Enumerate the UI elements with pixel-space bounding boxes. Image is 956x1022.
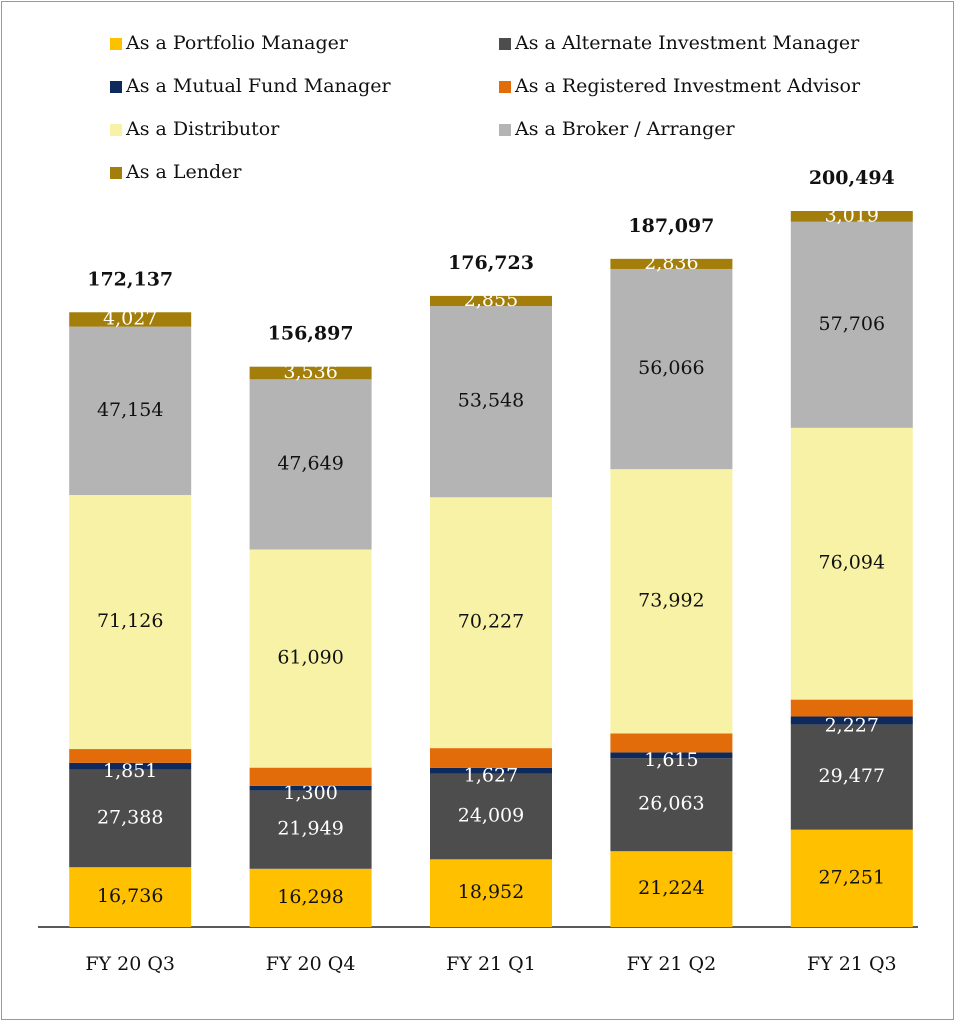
legend-label: As a Mutual Fund Manager — [125, 75, 391, 97]
legend-label: As a Portfolio Manager — [125, 32, 349, 54]
data-label: 1,615 — [644, 749, 698, 771]
data-label: 3,536 — [283, 361, 337, 383]
bar-segment — [430, 767, 552, 774]
data-label: 70,227 — [458, 611, 524, 633]
total-label: 176,723 — [448, 252, 534, 274]
data-label: 1,300 — [283, 782, 337, 804]
legend-swatch — [499, 81, 511, 93]
x-tick-label: FY 21 Q3 — [807, 953, 897, 975]
data-label: 2,855 — [464, 289, 518, 311]
bar-segment — [790, 699, 913, 717]
data-label: 1,627 — [464, 765, 518, 787]
data-label: 21,949 — [277, 818, 343, 840]
bar-segment — [610, 258, 733, 269]
x-tick-label: FY 21 Q1 — [446, 953, 536, 975]
data-label: 27,388 — [97, 806, 163, 828]
x-tick-label: FY 20 Q3 — [85, 953, 175, 975]
bar-segment — [610, 469, 733, 734]
data-label: 53,548 — [458, 390, 524, 412]
bar-segment — [430, 295, 552, 307]
bar-segment — [69, 867, 192, 927]
bar-segment — [610, 752, 733, 759]
bar-segment — [69, 312, 192, 327]
x-tick-label: FY 21 Q2 — [627, 953, 717, 975]
bar-segment — [69, 749, 192, 763]
legend-swatch — [499, 38, 511, 50]
bar-segment — [249, 767, 372, 786]
bar-segment — [610, 268, 733, 470]
bar-segment — [249, 549, 372, 768]
bar-segment — [430, 773, 552, 860]
data-label: 29,477 — [819, 765, 885, 787]
legend-label: As a Lender — [125, 161, 242, 183]
data-label: 16,298 — [277, 886, 343, 908]
bar-segment — [430, 497, 552, 749]
data-label: 61,090 — [277, 647, 343, 669]
bar-segment — [610, 851, 733, 927]
data-label: 76,094 — [819, 552, 885, 574]
bar-segment — [610, 733, 733, 753]
data-label: 4,027 — [103, 307, 157, 329]
data-label: 2,227 — [825, 714, 879, 736]
data-label: 27,251 — [819, 866, 885, 888]
bar-segment — [790, 211, 913, 222]
total-label: 200,494 — [809, 167, 895, 189]
data-label: 26,063 — [638, 793, 704, 815]
bar-segment — [69, 495, 192, 750]
legend-label: As a Registered Investment Advisor — [514, 75, 861, 97]
bar-segment — [610, 758, 733, 852]
total-label: 156,897 — [268, 323, 354, 345]
bar-segment — [249, 868, 372, 927]
bar-segment — [69, 762, 192, 770]
data-label: 2,836 — [644, 252, 698, 274]
total-label: 187,097 — [628, 215, 714, 237]
legend-swatch — [499, 124, 511, 136]
data-label: 3,019 — [825, 204, 879, 226]
total-label: 172,137 — [87, 268, 173, 290]
legend-swatch — [110, 81, 122, 93]
data-label: 1,851 — [103, 760, 157, 782]
data-label: 73,992 — [638, 589, 704, 611]
legend-label: As a Alternate Investment Manager — [514, 32, 860, 54]
data-label: 18,952 — [458, 881, 524, 903]
data-label: 47,649 — [277, 452, 343, 474]
data-label: 71,126 — [97, 610, 163, 632]
data-label: 47,154 — [97, 399, 163, 421]
bar-segment — [249, 366, 372, 380]
bar-segment — [790, 221, 913, 428]
data-label: 21,224 — [638, 877, 704, 899]
bar-segment — [249, 785, 372, 791]
legend-label: As a Distributor — [125, 118, 280, 140]
legend-label: As a Broker / Arranger — [514, 118, 736, 140]
bar-segment — [69, 326, 192, 496]
data-label: 57,706 — [819, 313, 885, 335]
bar-segment — [430, 306, 552, 498]
bar-segment — [790, 829, 913, 927]
data-label: 56,066 — [638, 357, 704, 379]
legend-swatch — [110, 38, 122, 50]
bar-segment — [430, 748, 552, 768]
data-label: 24,009 — [458, 804, 524, 826]
bar-segment — [430, 859, 552, 927]
x-tick-label: FY 20 Q4 — [266, 953, 356, 975]
legend-swatch — [110, 167, 122, 179]
bar-segment — [790, 427, 913, 700]
data-label: 16,736 — [97, 885, 163, 907]
bar-segment — [790, 716, 913, 725]
legend-swatch — [110, 124, 122, 136]
bar-segment — [69, 769, 192, 868]
bar-segment — [249, 790, 372, 869]
bar-segment — [790, 724, 913, 830]
bar-segment — [249, 379, 372, 550]
